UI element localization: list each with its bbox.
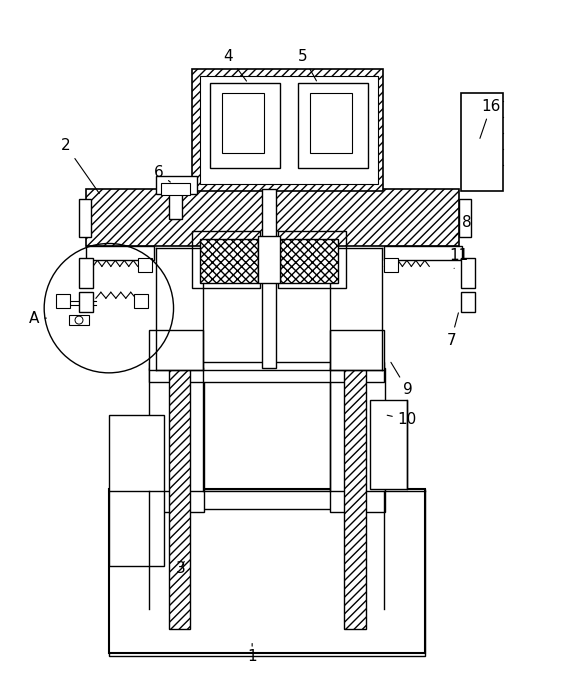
Text: 10: 10 bbox=[387, 412, 417, 427]
Bar bbox=[79, 292, 93, 312]
Bar bbox=[138, 258, 151, 273]
Text: 6: 6 bbox=[154, 165, 171, 182]
Bar bbox=[160, 183, 190, 195]
Bar bbox=[109, 489, 425, 653]
Bar bbox=[461, 93, 503, 190]
Text: 8: 8 bbox=[453, 215, 472, 238]
Bar bbox=[262, 189, 276, 368]
Bar bbox=[461, 292, 475, 312]
Bar bbox=[385, 247, 462, 260]
Bar bbox=[109, 414, 164, 566]
Bar bbox=[369, 400, 408, 489]
Bar bbox=[134, 295, 148, 308]
Text: 1: 1 bbox=[247, 643, 257, 664]
Bar bbox=[343, 360, 365, 629]
Text: 5: 5 bbox=[298, 49, 316, 81]
Bar bbox=[86, 189, 459, 247]
Text: 2: 2 bbox=[61, 138, 99, 193]
Bar bbox=[79, 258, 93, 288]
Text: 3: 3 bbox=[176, 562, 185, 576]
Bar bbox=[149, 489, 385, 509]
Bar bbox=[193, 69, 383, 190]
Text: 16: 16 bbox=[480, 99, 501, 138]
Bar bbox=[168, 360, 190, 629]
Bar bbox=[193, 231, 260, 288]
Bar bbox=[86, 247, 154, 260]
Bar bbox=[149, 330, 203, 370]
Text: 4: 4 bbox=[224, 49, 247, 81]
Text: 9: 9 bbox=[391, 362, 412, 397]
Bar bbox=[211, 84, 280, 168]
Bar bbox=[258, 236, 280, 284]
Bar bbox=[461, 258, 475, 288]
Bar bbox=[385, 258, 399, 273]
Bar bbox=[330, 368, 386, 512]
Text: 7: 7 bbox=[446, 313, 458, 347]
Bar bbox=[298, 84, 368, 168]
Bar bbox=[278, 231, 346, 288]
Bar bbox=[149, 368, 204, 512]
Bar bbox=[459, 199, 471, 236]
Bar bbox=[56, 295, 70, 308]
Bar bbox=[79, 199, 91, 236]
Bar bbox=[310, 93, 352, 153]
Bar bbox=[280, 238, 338, 284]
Bar bbox=[149, 362, 385, 382]
Bar bbox=[200, 238, 258, 284]
Text: 11: 11 bbox=[449, 248, 469, 269]
Bar bbox=[69, 315, 89, 325]
Bar bbox=[155, 176, 198, 194]
Bar bbox=[222, 93, 264, 153]
Bar bbox=[168, 189, 182, 219]
Bar bbox=[200, 76, 378, 184]
Bar bbox=[109, 489, 425, 656]
Bar bbox=[330, 330, 385, 370]
Text: A: A bbox=[29, 310, 46, 325]
